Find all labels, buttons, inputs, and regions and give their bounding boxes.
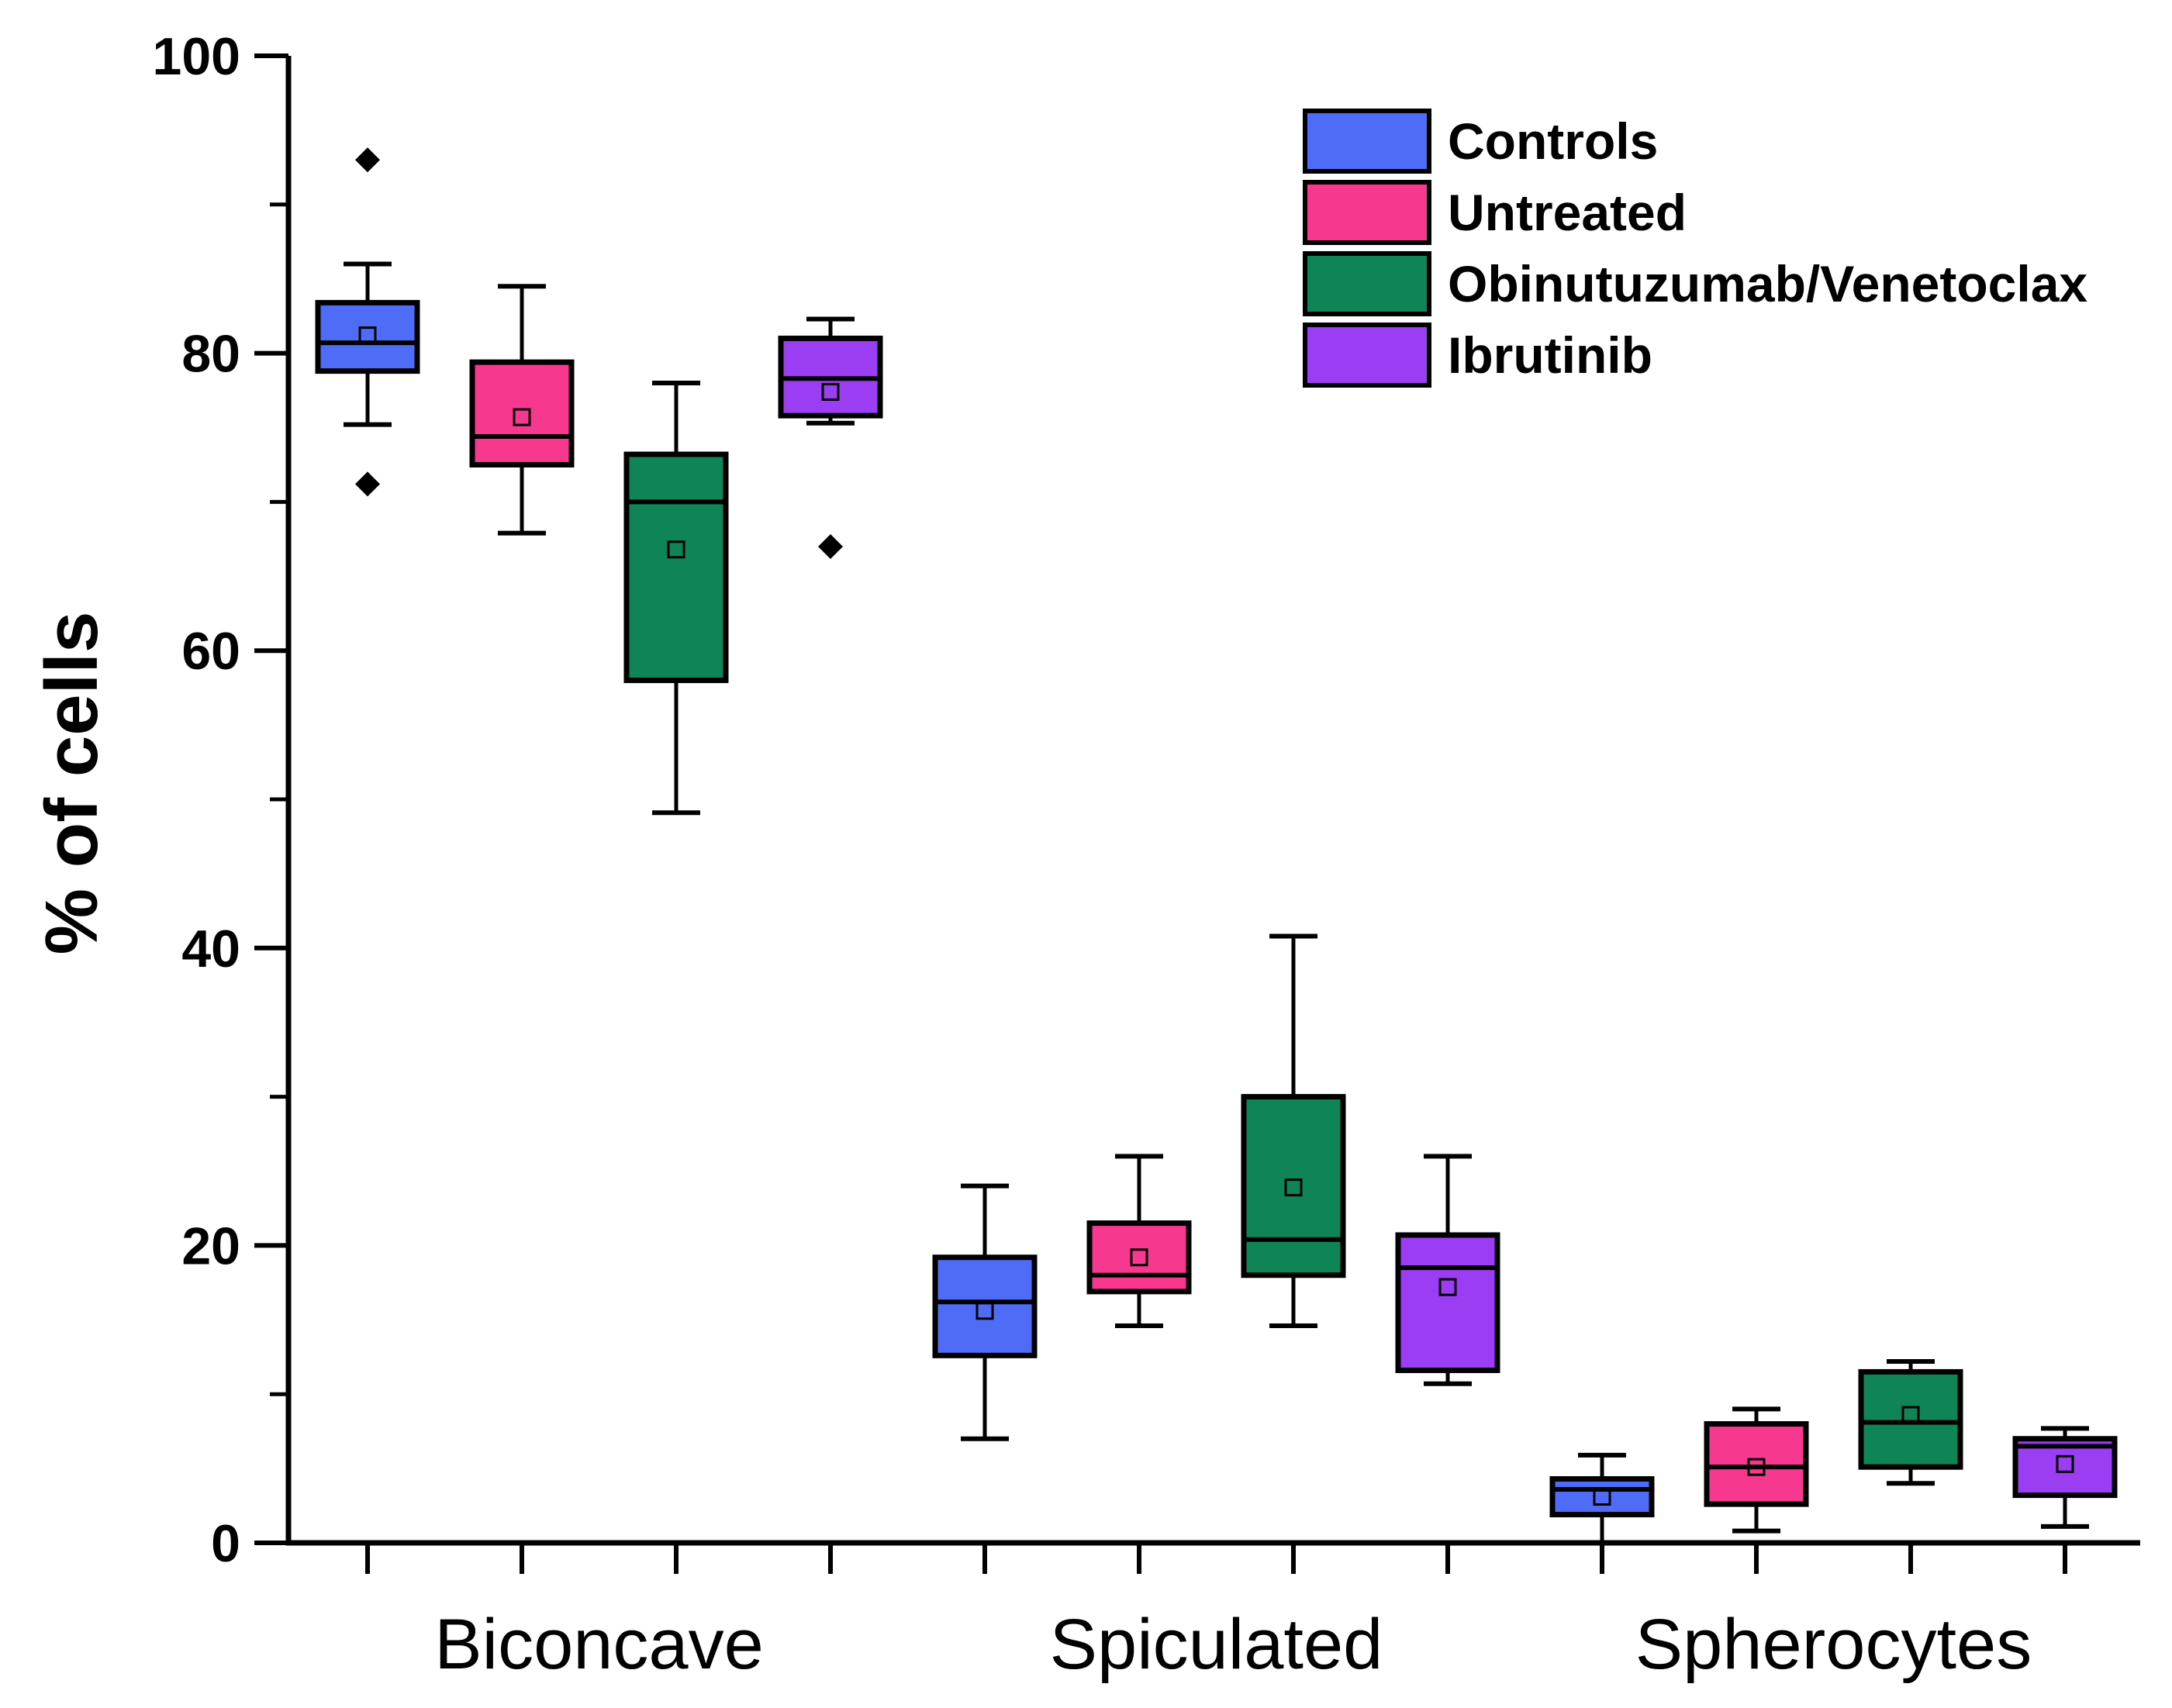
iqr-box (623, 451, 729, 684)
legend-swatch (1303, 323, 1431, 388)
y-tick-label: 60 (181, 622, 240, 681)
legend-label: Obinutuzumab/Venetoclax (1448, 255, 2087, 312)
category-label-spherocytes: Spherocytes (1635, 1605, 2032, 1684)
box-untreated-biconcave (469, 284, 575, 536)
axes: 0 20 40 60 80 100 Biconcave Spiculated Spherocyt… (153, 27, 2140, 1684)
legend-swatch (1303, 251, 1431, 316)
legend-label: Untreated (1448, 184, 1687, 241)
box-ibrutinib-spherocytes (2012, 1426, 2118, 1529)
box-ibrutinib-biconcave (778, 316, 883, 559)
mean-marker (513, 408, 531, 426)
mean-marker (821, 382, 840, 401)
box-controls-spiculated (932, 1183, 1038, 1441)
iqr-box (1241, 1094, 1346, 1278)
box-controls-spherocytes (1549, 1452, 1655, 1545)
iqr-box (1549, 1476, 1655, 1518)
y-tick-label: 0 (211, 1514, 240, 1573)
box-obinutuzumab-venetoclax-spiculated (1241, 933, 1346, 1328)
mean-marker (1593, 1488, 1611, 1506)
category-label-spiculated: Spiculated (1050, 1605, 1383, 1684)
iqr-box (1704, 1421, 1809, 1507)
legend: Controls Untreated Obinutuzumab/Venetoclax… (1303, 109, 2087, 388)
iqr-box (315, 299, 420, 374)
box-obinutuzumab-venetoclax-biconcave (623, 380, 729, 816)
mean-marker (1901, 1406, 1920, 1424)
iqr-box (469, 359, 575, 468)
mean-marker (1438, 1278, 1457, 1296)
iqr-box (1858, 1368, 1963, 1470)
outlier-point (818, 533, 843, 559)
mean-marker (1747, 1458, 1766, 1476)
box-untreated-spherocytes (1704, 1406, 1809, 1534)
y-tick-label: 80 (181, 325, 240, 384)
iqr-box (1395, 1232, 1500, 1374)
outlier-point (355, 471, 380, 497)
legend-swatch (1303, 180, 1431, 245)
y-tick-label: 100 (153, 27, 240, 86)
iqr-box (932, 1254, 1038, 1358)
box-obinutuzumab-venetoclax-spherocytes (1858, 1359, 1963, 1486)
mean-marker (2056, 1454, 2074, 1473)
mean-marker (1284, 1178, 1303, 1197)
outlier-point (355, 147, 380, 173)
y-tick-label: 20 (181, 1216, 240, 1275)
mean-marker (976, 1302, 994, 1320)
mean-marker (1130, 1248, 1148, 1267)
legend-swatch (1303, 109, 1431, 174)
box-ibrutinib-spiculated (1395, 1154, 1500, 1386)
box-controls-biconcave (315, 147, 420, 497)
mean-marker (667, 540, 685, 559)
y-axis-title: % of cells (30, 612, 113, 955)
iqr-box (1086, 1220, 1192, 1295)
legend-label: Controls (1448, 112, 1658, 170)
legend-label: Ibrutinib (1448, 326, 1652, 384)
mean-marker (358, 326, 377, 345)
boxes (315, 147, 2118, 1545)
box-untreated-spiculated (1086, 1154, 1192, 1328)
category-label-biconcave: Biconcave (434, 1605, 763, 1684)
y-tick-label: 40 (181, 920, 240, 978)
